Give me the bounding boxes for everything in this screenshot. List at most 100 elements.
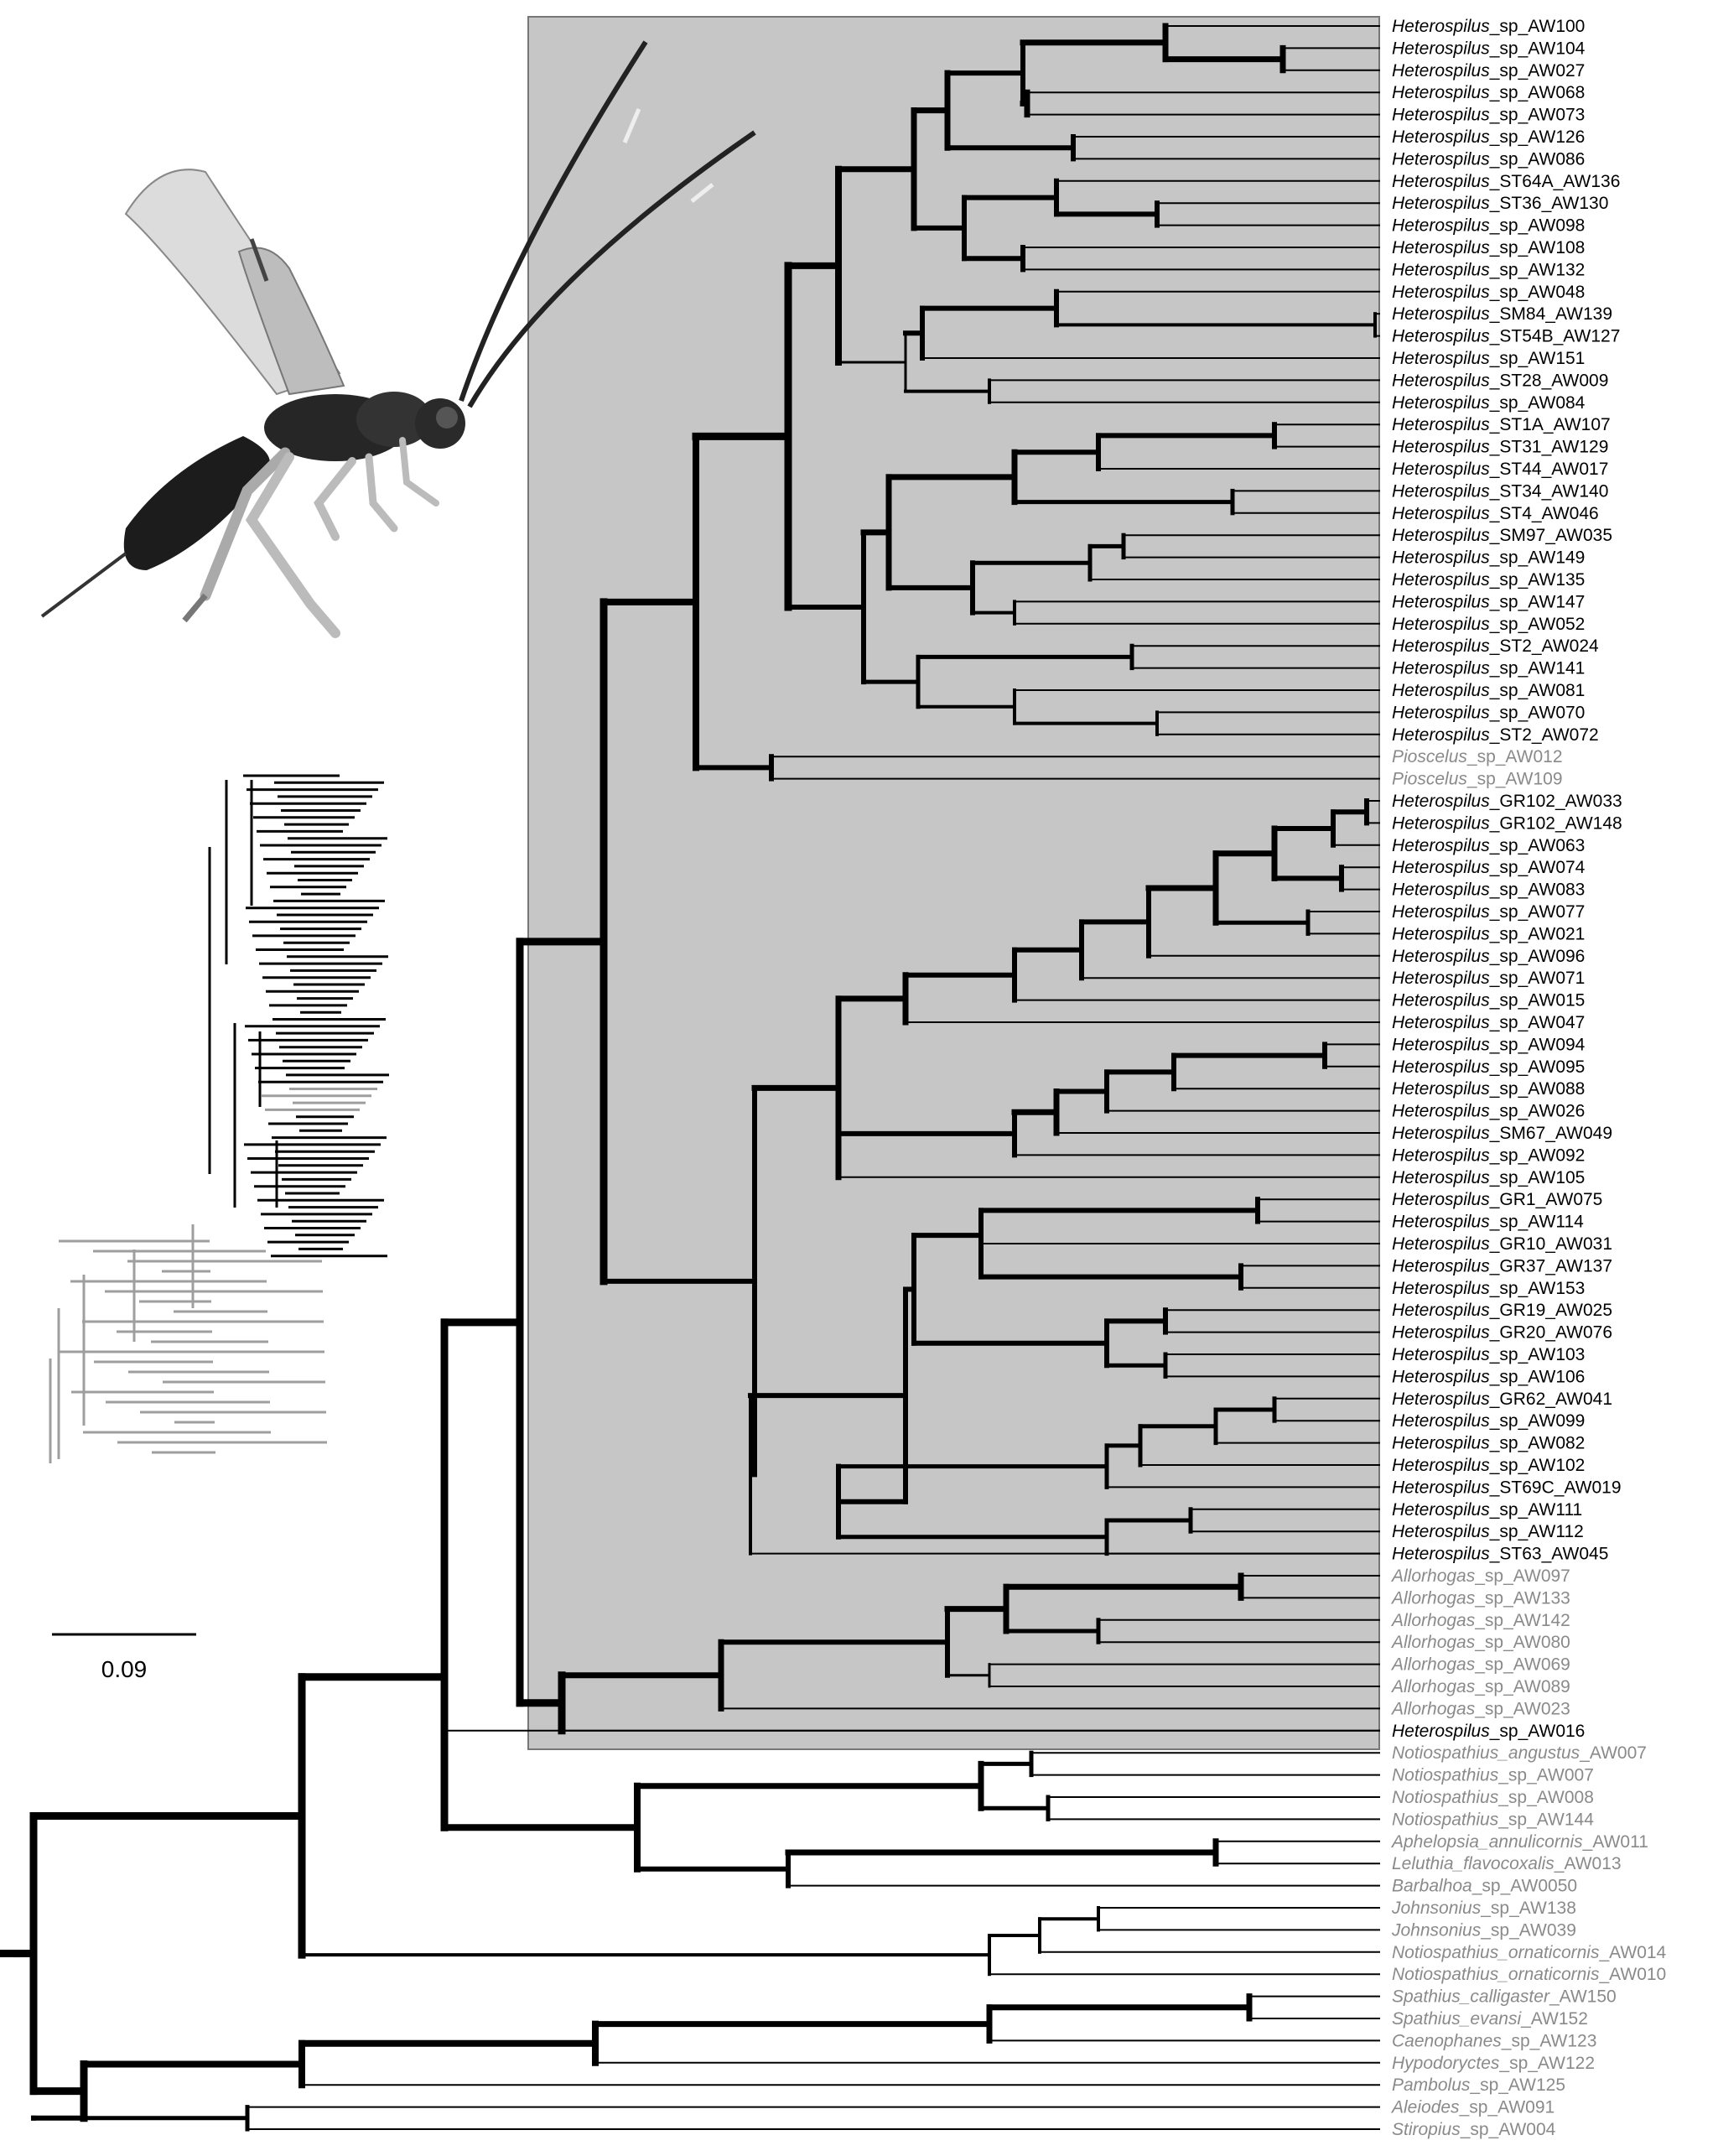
- tip-label: Heterospilus_GR37_AW137: [1392, 1256, 1612, 1275]
- tip-genus: Allorhogas: [1390, 1633, 1476, 1652]
- tip-suffix: _sp_AW106: [1489, 1367, 1586, 1386]
- tip-label: Aphelopsia_annulicornis_AW011: [1390, 1832, 1648, 1852]
- tip-suffix: _SM67_AW049: [1489, 1124, 1612, 1143]
- tip-suffix: _sp_AW108: [1489, 238, 1586, 257]
- tip-label: Heterospilus_sp_AW100: [1392, 17, 1585, 36]
- tip-label: Johnsonius_sp_AW039: [1391, 1920, 1576, 1940]
- tip-genus: Heterospilus: [1392, 216, 1490, 236]
- tip-suffix: _sp_AW149: [1489, 548, 1586, 568]
- tip-label: Heterospilus_ST63_AW045: [1392, 1545, 1608, 1564]
- tip-genus: Heterospilus: [1392, 592, 1490, 611]
- tip-label: Heterospilus_sp_AW047: [1392, 1013, 1585, 1032]
- tip-suffix: _sp_AW094: [1489, 1035, 1586, 1054]
- tip-genus: Heterospilus: [1392, 681, 1490, 700]
- tip-label: Heterospilus_sp_AW048: [1392, 283, 1585, 302]
- tip-label: Heterospilus_sp_AW096: [1392, 947, 1585, 966]
- tip-suffix: _ST63_AW045: [1489, 1545, 1609, 1564]
- tip-genus: Allorhogas: [1390, 1699, 1476, 1718]
- tip-label: Heterospilus_GR1_AW075: [1392, 1190, 1602, 1209]
- tip-genus: Notiospathius: [1392, 1810, 1499, 1829]
- tip-suffix: _sp_AW147: [1489, 592, 1586, 611]
- tip-label: Caenophanes_sp_AW123: [1392, 2031, 1596, 2050]
- tip-label: Heterospilus_sp_AW105: [1392, 1168, 1585, 1187]
- tip-genus: Heterospilus: [1392, 1234, 1490, 1254]
- tip-label: Notiospathius_ornaticornis_AW010: [1392, 1965, 1666, 1984]
- tip-genus: Heterospilus: [1392, 349, 1490, 368]
- tip-suffix: _GR10_AW031: [1489, 1234, 1612, 1254]
- tip-genus: Pambolus: [1392, 2075, 1471, 2095]
- tip-label: Notiospathius_angustus_AW007: [1392, 1743, 1647, 1763]
- tip-suffix: _sp_AW099: [1489, 1411, 1586, 1431]
- tip-suffix: _ST2_AW072: [1489, 725, 1599, 745]
- tip-label: Heterospilus_sp_AW147: [1392, 592, 1585, 611]
- tip-genus: Heterospilus: [1392, 283, 1490, 302]
- tip-suffix: _ST69C_AW019: [1489, 1478, 1622, 1497]
- tip-suffix: _sp_AW135: [1489, 570, 1586, 590]
- tip-genus: Heterospilus: [1392, 460, 1490, 479]
- tip-suffix: _sp_AW015: [1489, 991, 1586, 1010]
- tip-genus: Heterospilus: [1392, 1478, 1490, 1497]
- tip-suffix: _sp_AW088: [1489, 1079, 1586, 1099]
- tip-suffix: _ST54B_AW127: [1489, 327, 1621, 346]
- ingroup-box: [527, 16, 1380, 1750]
- tip-suffix: _sp_AW100: [1489, 17, 1586, 36]
- tip-suffix: _AW013: [1554, 1854, 1622, 1873]
- tip-suffix: _sp_AW153: [1489, 1279, 1586, 1298]
- tip-suffix: _ST2_AW024: [1489, 636, 1599, 656]
- tip-suffix: _ST64A_AW136: [1489, 172, 1621, 191]
- tip-suffix: _AW010: [1598, 1965, 1666, 1984]
- tip-genus: Heterospilus: [1392, 1256, 1490, 1275]
- tip-suffix: _sp_AW077: [1489, 902, 1586, 922]
- tip-genus: Allorhogas: [1390, 1588, 1476, 1608]
- tip-label: Heterospilus_sp_AW083: [1392, 881, 1585, 900]
- tip-label: Heterospilus_ST36_AW130: [1392, 194, 1608, 213]
- tip-genus: Heterospilus: [1392, 1500, 1490, 1520]
- tip-label: Heterospilus_SM67_AW049: [1392, 1124, 1612, 1143]
- tip-label: Heterospilus_SM97_AW035: [1392, 526, 1612, 545]
- tip-genus: Aleiodes: [1390, 2098, 1460, 2117]
- tip-genus: Spathius_evansi: [1392, 2009, 1522, 2029]
- tip-label: Heterospilus_sp_AW132: [1392, 260, 1585, 279]
- tip-label: Pioscelus_sp_AW012: [1392, 747, 1563, 766]
- tip-suffix: _ST44_AW017: [1489, 460, 1609, 479]
- tip-suffix: _ST34_AW140: [1489, 481, 1609, 501]
- tip-suffix: _ST28_AW009: [1489, 371, 1609, 390]
- tip-label: Allorhogas_sp_AW142: [1390, 1611, 1570, 1630]
- tip-suffix: _sp_AW091: [1459, 2098, 1555, 2117]
- tip-suffix: _sp_AW063: [1489, 836, 1586, 855]
- tip-genus: Heterospilus: [1392, 1190, 1490, 1209]
- tip-suffix: _sp_AW142: [1474, 1611, 1570, 1630]
- tip-suffix: _sp_AW133: [1474, 1588, 1570, 1608]
- tip-suffix: _sp_AW080: [1474, 1633, 1570, 1652]
- tip-suffix: _sp_AW144: [1497, 1810, 1594, 1829]
- tip-suffix: _sp_AW008: [1497, 1788, 1594, 1807]
- tip-label: Spathius_evansi_AW152: [1392, 2009, 1588, 2029]
- tip-genus: Heterospilus: [1392, 1124, 1490, 1143]
- tip-suffix: _sp_AW111: [1489, 1500, 1583, 1520]
- tip-suffix: _sp_AW039: [1480, 1920, 1576, 1940]
- tip-label: Heterospilus_sp_AW106: [1392, 1367, 1585, 1386]
- scale-bar: 0.09: [52, 1633, 196, 1682]
- tip-suffix: _sp_AW069: [1474, 1655, 1570, 1675]
- tip-label: Heterospilus_sp_AW111: [1392, 1500, 1582, 1520]
- tip-suffix: _AW011: [1582, 1832, 1648, 1852]
- tip-label: Heterospilus_ST69C_AW019: [1392, 1478, 1622, 1497]
- tip-suffix: _sp_AW138: [1480, 1899, 1576, 1918]
- tip-suffix: _sp_AW068: [1489, 83, 1586, 102]
- tip-label: Heterospilus_ST31_AW129: [1392, 438, 1608, 457]
- tip-genus: Heterospilus: [1392, 1279, 1490, 1298]
- tip-label: Johnsonius_sp_AW138: [1391, 1899, 1576, 1918]
- tip-genus: Leluthia_flavocoxalis: [1392, 1854, 1555, 1873]
- tip-label: Heterospilus_GR102_AW033: [1392, 792, 1622, 811]
- tip-genus: Heterospilus: [1392, 881, 1490, 900]
- tip-genus: Heterospilus: [1392, 1301, 1490, 1320]
- tip-genus: Heterospilus: [1392, 17, 1490, 36]
- tip-label: Heterospilus_sp_AW082: [1392, 1434, 1585, 1453]
- tip-label: Allorhogas_sp_AW097: [1390, 1566, 1570, 1586]
- tip-suffix: _sp_AW102: [1489, 1456, 1586, 1475]
- tip-label: Heterospilus_sp_AW114: [1392, 1213, 1584, 1232]
- tip-suffix: _sp_AW047: [1489, 1013, 1586, 1032]
- tip-label: Heterospilus_GR20_AW076: [1392, 1323, 1612, 1343]
- tip-label: Heterospilus_sp_AW068: [1392, 83, 1585, 102]
- tip-suffix: _sp_AW070: [1489, 703, 1586, 722]
